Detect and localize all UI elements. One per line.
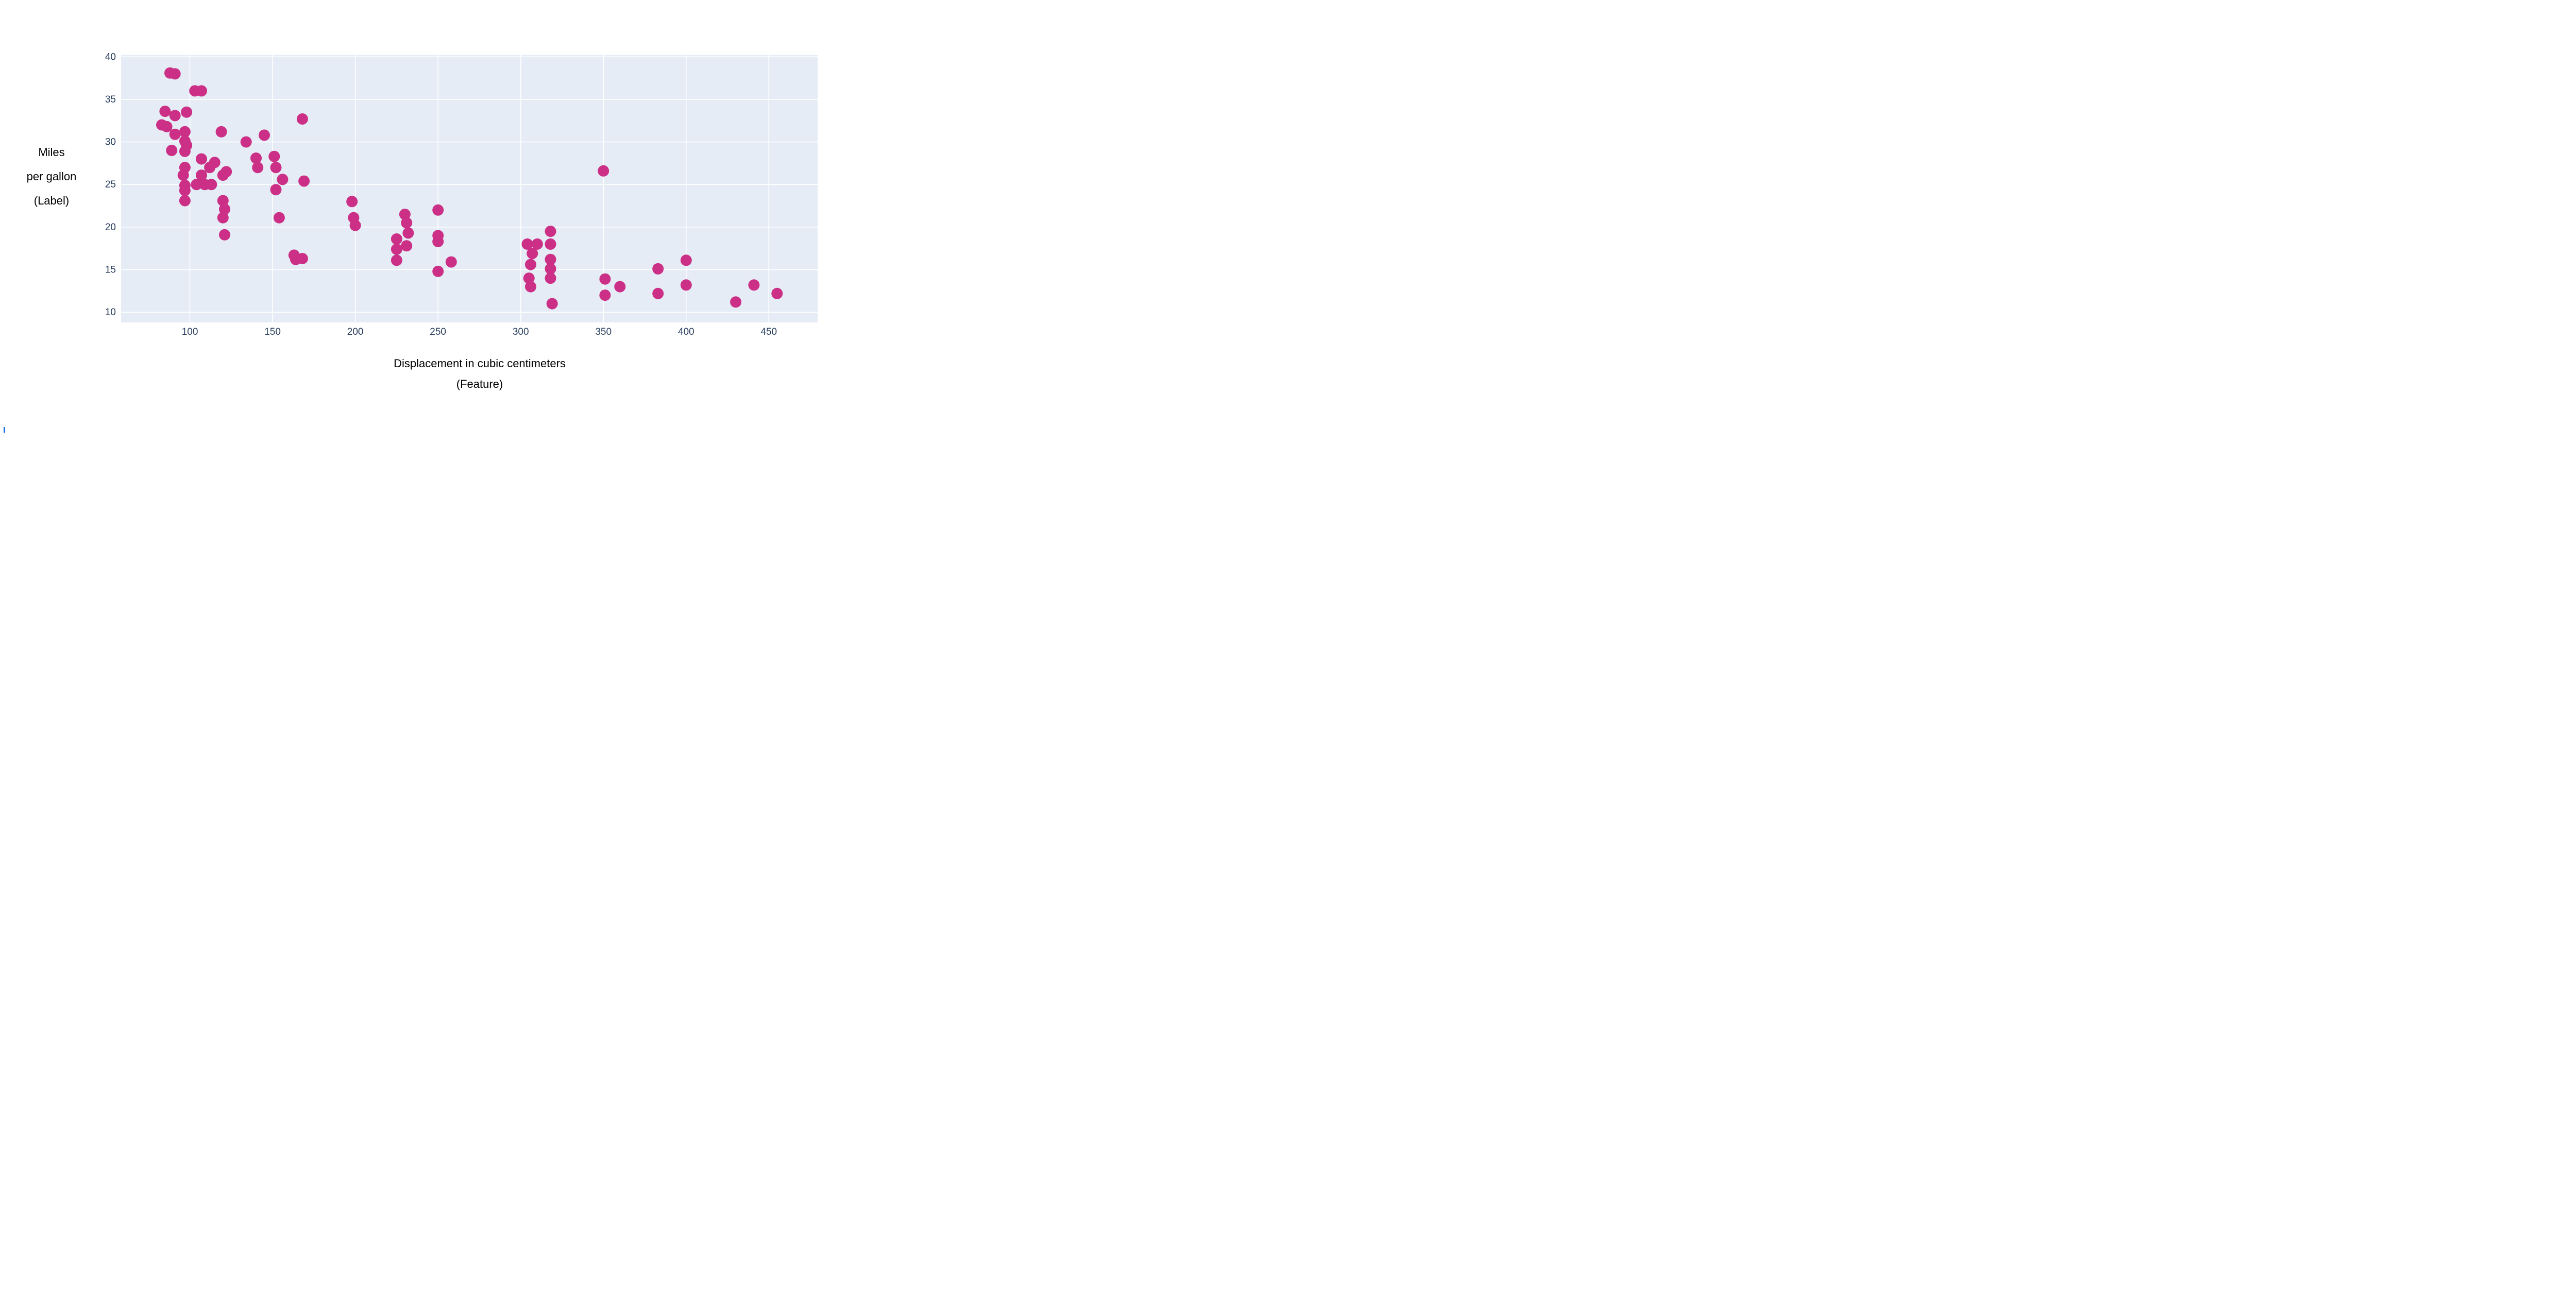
y-tick-label: 20 [105, 222, 116, 233]
x-tick-label: 450 [760, 327, 777, 337]
scatter-point [259, 129, 270, 141]
scatter-point [159, 106, 171, 117]
x-tick-label: 300 [513, 327, 529, 337]
scatter-point [523, 272, 535, 284]
scatter-point [391, 233, 402, 245]
plot-background [121, 55, 818, 322]
scatter-point [531, 238, 543, 250]
scatter-point [217, 195, 229, 207]
scatter-point [252, 162, 264, 174]
scatter-point [179, 184, 191, 196]
scatter-point [161, 121, 173, 132]
scatter-point [270, 184, 282, 196]
scatter-point [391, 243, 402, 255]
scatter-point [177, 169, 189, 181]
scatter-point [296, 113, 308, 125]
scatter-point [652, 263, 664, 275]
scatter-point [391, 254, 402, 266]
cutoff-ui-fragment-blue [4, 427, 5, 433]
scatter-point [240, 136, 252, 148]
scatter-point [401, 217, 413, 229]
scatter-point [169, 68, 181, 80]
scatter-point [680, 254, 692, 266]
scatter-point [215, 126, 227, 138]
scatter-point [196, 169, 207, 181]
scatter-point [219, 229, 230, 241]
scatter-point [206, 179, 217, 191]
scatter-point [217, 169, 229, 181]
scatter-point [445, 256, 457, 268]
y-axis-title: Miles per gallon (Label) [26, 146, 77, 207]
scatter-point [196, 85, 207, 97]
y-tick-label: 10 [105, 307, 116, 318]
x-tick-label: 150 [264, 327, 281, 337]
scatter-point [599, 273, 611, 285]
scatter-point [730, 296, 742, 308]
scatter-point [652, 287, 664, 299]
scatter-point [169, 128, 181, 140]
scatter-point [179, 195, 191, 207]
scatter-point [270, 162, 282, 174]
scatter-point [525, 281, 536, 293]
scatter-point [191, 179, 202, 191]
scatter-point [771, 287, 783, 299]
scatter-point [349, 219, 361, 231]
scatter-point [521, 238, 533, 250]
scatter-point [204, 162, 216, 174]
x-axis-title: Displacement in cubic centimeters (Featu… [394, 357, 566, 390]
scatter-point [298, 175, 310, 187]
scatter-point [166, 145, 178, 157]
y-tick-label: 35 [105, 94, 116, 105]
y-tick-label: 40 [105, 52, 116, 62]
scatter-point [680, 279, 692, 291]
scatter-point [545, 272, 556, 284]
x-tick-label: 200 [347, 327, 364, 337]
scatter-point [179, 145, 191, 157]
scatter-point [545, 263, 556, 275]
scatter-point [546, 298, 558, 310]
scatter-point [346, 196, 358, 208]
x-tick-label: 100 [182, 327, 198, 337]
scatter-point [399, 209, 411, 220]
scatter-point [181, 106, 193, 118]
plot-canvas[interactable]: 100 150 200 250 300 350 400 450 10 15 20 25 30 35 40 [0, 0, 906, 433]
scatter-point [402, 227, 414, 239]
scatter-point [217, 212, 229, 224]
x-tick-label: 350 [595, 327, 612, 337]
scatter-point [179, 126, 191, 138]
scatter-point [614, 281, 626, 293]
scatter-point [545, 226, 556, 237]
scatter-point [598, 165, 609, 177]
scatter-point [219, 203, 230, 215]
scatter-point [545, 253, 556, 265]
scatter-point [250, 152, 262, 164]
scatter-point [401, 240, 413, 252]
scatter-point [545, 238, 556, 250]
scatter-point [169, 110, 181, 122]
scatter-point [268, 150, 280, 162]
scatter-point [273, 212, 285, 224]
scatter-plot-figure: 100 150 200 250 300 350 400 450 10 15 20 25 30 35 40 M… [0, 0, 906, 433]
scatter-point [527, 248, 538, 260]
scatter-point [748, 279, 760, 291]
scatter-point [296, 253, 308, 264]
scatter-point [277, 174, 289, 185]
scatter-point [599, 289, 611, 301]
scatter-point [432, 236, 444, 247]
y-tick-label: 15 [105, 265, 116, 276]
scatter-point [525, 259, 536, 270]
x-tick-label: 400 [678, 327, 694, 337]
scatter-point [196, 153, 207, 165]
x-tick-label: 250 [430, 327, 446, 337]
y-tick-label: 30 [105, 137, 116, 148]
scatter-point [432, 265, 444, 277]
y-tick-label: 25 [105, 179, 116, 190]
scatter-point [432, 204, 444, 216]
